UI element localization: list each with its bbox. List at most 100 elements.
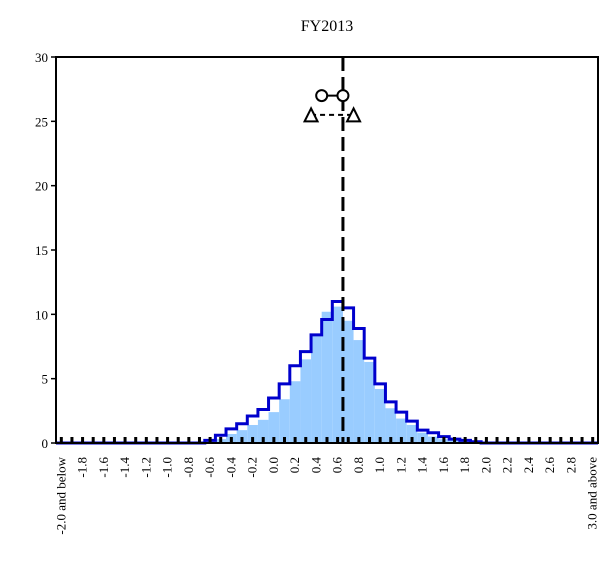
x-tick-label: 2.8 [563,457,578,473]
baseline-dot [538,437,542,443]
baseline-dot [187,437,191,443]
baseline-dot [282,437,286,443]
baseline-dot [495,437,499,443]
baseline-dot [410,437,414,443]
baseline-dot [516,437,520,443]
x-tick-label: 2.2 [500,457,515,473]
x-tick-label: 1.0 [372,457,387,473]
baseline-dot [368,437,372,443]
x-tick-label: -1.6 [96,457,111,478]
x-tick-label: 3.0 and above [585,457,600,530]
x-tick-label: 2.6 [542,457,557,474]
baseline-dot [431,437,435,443]
y-tick-label: 5 [42,372,49,387]
histogram-bar [257,419,269,443]
histogram-bar [247,424,258,443]
baseline-dot [272,437,276,443]
baseline-dot [293,437,297,443]
histogram-bar [342,320,354,443]
baseline-dot [336,437,340,443]
x-tick-label: -1.2 [138,457,153,478]
baseline-dot [229,437,233,443]
triangle-marker [302,106,320,123]
baseline-dot [325,437,329,443]
histogram-bar [236,430,248,443]
baseline-dot [59,437,63,443]
baseline-dot [548,437,552,443]
y-tick-label: 15 [35,243,48,258]
baseline-dot [421,437,425,443]
axis-ticks: 0 5 10 15 20 25 30 -2.0 and below -1.8 -1.6 -1.4 -1… [35,50,600,535]
baseline-dot [81,437,85,443]
baseline-dot [399,437,403,443]
baseline-dot [580,437,584,443]
baseline-dot [166,437,170,443]
y-tick-label: 0 [42,436,49,451]
x-tick-label: 0.0 [266,457,281,473]
circle-marker [315,89,329,103]
baseline-dot [176,437,180,443]
chart-title: FY2013 [301,18,353,35]
baseline-dot [91,437,95,443]
triangle-marker [345,106,362,123]
y-tick-label: 10 [35,307,48,322]
histogram-bar [332,306,343,443]
x-tick-label: -0.2 [245,457,260,478]
plot-area [55,56,599,445]
histogram-bar [300,359,312,443]
x-tick-label: 2.0 [478,457,493,473]
histogram-bar [321,311,333,443]
x-tick-label: 0.6 [330,457,345,474]
x-tick-label: 1.2 [393,457,408,473]
y-tick-label: 30 [35,50,48,65]
x-tick-label: -0.4 [223,457,238,478]
baseline-dot [123,437,127,443]
baseline-dot [112,437,116,443]
baseline-dot [70,437,74,443]
baseline-dot [484,437,488,443]
x-tick-label: 1.8 [457,457,472,473]
baseline-dot [102,437,106,443]
baseline-dot [304,437,308,443]
histogram-bar [311,336,322,443]
baseline-dot [134,437,138,443]
baseline-dot [442,437,446,443]
histogram-bar [396,418,407,443]
baseline-dot [389,437,393,443]
y-tick-label: 25 [35,114,48,129]
baseline-dot [155,437,159,443]
x-tick-label: 2.4 [521,457,536,474]
baseline-dot [474,437,478,443]
x-tick-label: -0.6 [202,457,217,478]
baseline-dot [378,437,382,443]
x-tick-label: 0.8 [351,457,366,473]
baseline-dot [251,437,255,443]
histogram-bar [289,381,301,443]
baseline-dot [314,437,318,443]
baseline-dot [197,437,201,443]
x-tick-label: 0.2 [287,457,302,473]
baseline-dot [357,437,361,443]
x-tick-label: -1.0 [160,457,175,478]
histogram-bar [268,412,280,443]
x-tick-label: 1.4 [415,457,430,474]
baseline-dot [569,437,573,443]
circle-marker [336,89,350,103]
baseline-dot [527,437,531,443]
baseline-dot [591,437,595,443]
baseline-dot [240,437,244,443]
histogram-bar [374,388,386,443]
baseline-dot [346,437,350,443]
baseline-dot [559,437,563,443]
histogram-bar [279,399,290,443]
x-tick-label: -2.0 and below [53,456,68,534]
histogram-bar [406,424,418,443]
baseline-dot [144,437,148,443]
x-tick-label: 1.6 [436,457,451,474]
histogram-bar [364,361,375,443]
baseline-dot [506,437,510,443]
baseline-dot [261,437,265,443]
baseline-dot [453,437,457,443]
histogram-bar [385,408,397,443]
